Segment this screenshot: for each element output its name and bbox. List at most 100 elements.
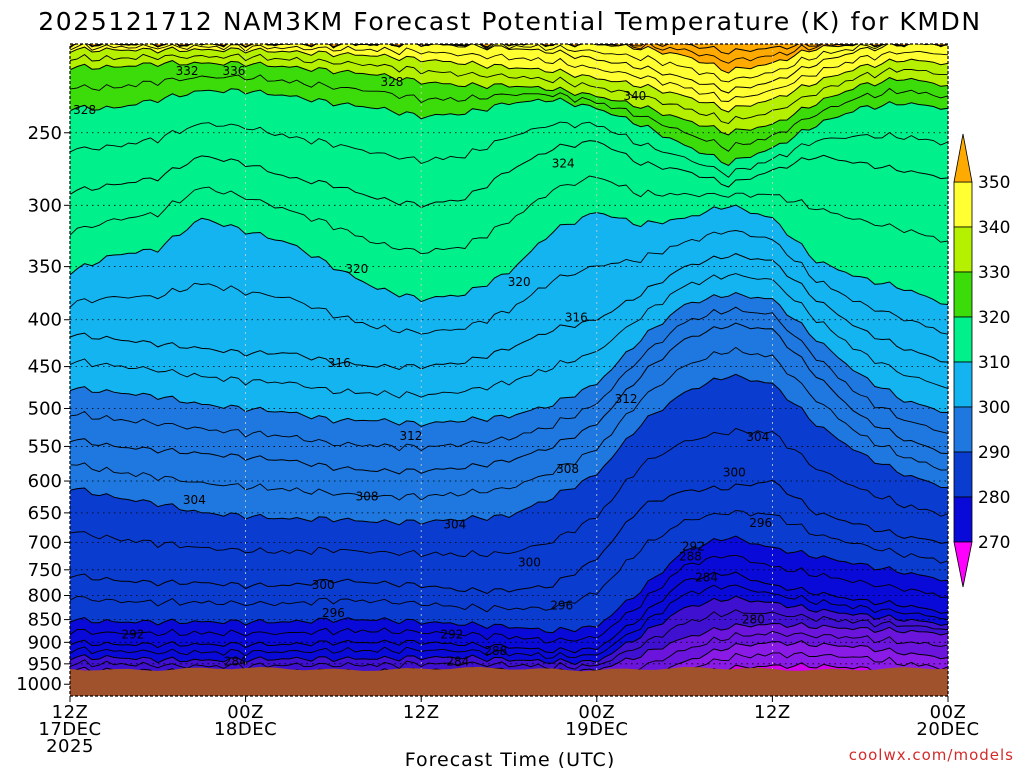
contour-label: 280: [742, 613, 765, 627]
contour-label: 296: [550, 598, 573, 612]
y-tick-label: 450: [28, 357, 62, 378]
colorbar-segment: [953, 316, 973, 363]
contour-label: 308: [556, 462, 579, 476]
isentrope-line: [70, 140, 948, 209]
contour-fill-band: [70, 44, 948, 112]
x-tick-label: 00Z: [930, 702, 967, 723]
y-tick-label: 1000: [16, 674, 62, 695]
y-tick-label: 750: [28, 560, 62, 581]
isentrope-line: [70, 554, 948, 644]
contour-fill-band: [70, 323, 948, 525]
isentrope-line: [70, 74, 948, 152]
contour-fill-band: [70, 572, 948, 665]
x-tick-label: 2025: [46, 736, 94, 757]
y-tick-label: 650: [28, 503, 62, 524]
contour-label: 328: [380, 75, 403, 89]
contour-label: 292: [121, 628, 144, 642]
contour-label: 288: [484, 644, 507, 658]
contour-label: 324: [552, 156, 575, 170]
x-axis-label: Forecast Time (UTC): [405, 749, 615, 768]
contour-fill-band: [70, 44, 948, 93]
isentrope-line: [70, 204, 948, 305]
y-tick-label: 700: [28, 532, 62, 553]
isentrope-line: [70, 273, 948, 399]
y-tick-label: 350: [28, 257, 62, 278]
isentrope-line: [70, 44, 948, 83]
contour-label: 316: [565, 311, 588, 325]
contour-label: 300: [518, 555, 541, 569]
colorbar-arrow-top: [953, 133, 973, 183]
contour-fill-band: [70, 205, 948, 370]
y-tick-label: 900: [28, 632, 62, 653]
contour-fills: [70, 44, 948, 696]
x-tick-label: 19DEC: [565, 719, 628, 740]
y-tick-label: 850: [28, 610, 62, 631]
contour-label: 304: [443, 517, 466, 531]
contour-label: 320: [345, 262, 368, 276]
y-tick-label: 300: [28, 195, 62, 216]
contour-label: 288: [679, 549, 702, 563]
x-tick-label: 12Z: [403, 702, 440, 723]
isentrope-line: [70, 60, 948, 136]
colorbar-label: 320: [978, 308, 1010, 328]
pressure-axis: 2503003504004505005506006507007508008509…: [16, 123, 70, 695]
isentrope-line: [70, 373, 948, 526]
isentrope-line: [70, 88, 948, 167]
contour-label: 336: [222, 64, 245, 78]
isentrope-line: [70, 322, 948, 475]
isentrope-line: [70, 53, 948, 125]
ground-surface: [70, 666, 948, 676]
colorbar-segment: [953, 451, 973, 498]
contour-label: 328: [73, 103, 96, 117]
contour-label: 284: [695, 571, 718, 585]
contour-label: 332: [176, 64, 199, 78]
isentrope-line: [70, 121, 948, 178]
contour-fill-band: [70, 44, 948, 74]
x-tick-label: 17DEC: [38, 719, 101, 740]
colorbar-label: 310: [978, 353, 1010, 373]
isentrope-line: [70, 306, 948, 452]
contour-fill-band: [70, 536, 948, 653]
contour-fill-band: [70, 47, 948, 135]
contour-label: 340: [623, 89, 646, 103]
contour-label: 296: [322, 606, 345, 620]
colorbar-arrow-bottom: [953, 541, 973, 588]
contour-label: 304: [746, 430, 769, 444]
y-tick-label: 600: [28, 471, 62, 492]
contour-label: 300: [723, 465, 746, 479]
contour-fill-band: [70, 292, 948, 474]
chart-title: 2025121712 NAM3KM Forecast Potential Tem…: [38, 7, 981, 36]
y-tick-label: 950: [28, 654, 62, 675]
contour-label: 304: [183, 493, 206, 507]
watermark: coolwx.com/models: [849, 746, 1014, 764]
contour-label: 284: [224, 655, 247, 669]
contour-label: 308: [356, 490, 379, 504]
colorbar-label: 270: [978, 533, 1010, 553]
x-tick-label: 12Z: [52, 702, 89, 723]
colorbar-segment: [953, 226, 973, 273]
y-tick-label: 400: [28, 310, 62, 331]
colorbar-label: 300: [978, 398, 1010, 418]
contour-label: 300: [312, 578, 335, 592]
contour-fill-band: [70, 640, 948, 692]
isentrope-line: [70, 479, 948, 595]
x-tick-label: 18DEC: [214, 719, 277, 740]
contour-fill-band: [70, 60, 948, 166]
contour-label: 312: [615, 392, 638, 406]
contour-label: 312: [400, 429, 423, 443]
colorbar: 350 340 330 320 310 300 290 280 270: [953, 133, 1010, 588]
contour-fill-band: [70, 374, 948, 594]
contour-label: 292: [440, 628, 463, 642]
isentrope-line: [70, 510, 948, 613]
y-tick-label: 800: [28, 585, 62, 606]
x-tick-label: 12Z: [754, 702, 791, 723]
isentrope-line: [70, 346, 948, 501]
colorbar-segment: [953, 181, 973, 228]
isentrope-line: [70, 46, 948, 113]
isentrope-line: [70, 571, 948, 654]
x-tick-label: 20DEC: [916, 719, 979, 740]
y-tick-label: 500: [28, 399, 62, 420]
contour-label: 296: [749, 516, 772, 530]
y-tick-label: 250: [28, 123, 62, 144]
